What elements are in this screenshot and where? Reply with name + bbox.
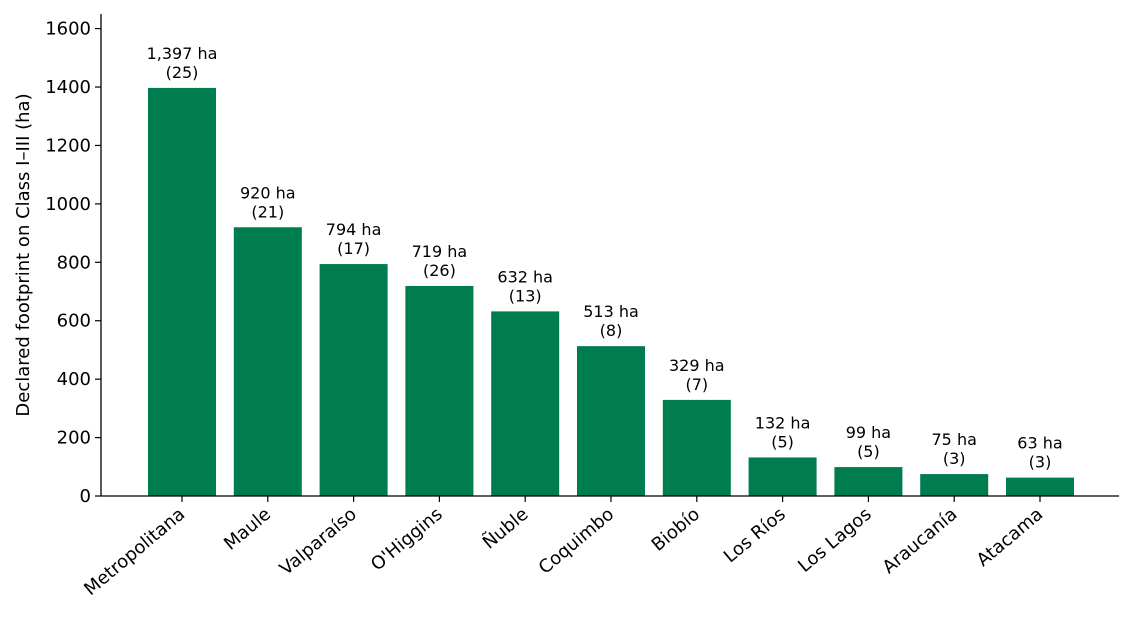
count-label-7: (5) [771,432,794,451]
value-label-4: 632 ha [497,267,553,286]
y-tick-label-3: 600 [57,311,91,332]
count-label-6: (7) [685,375,708,394]
y-tick-label-6: 1200 [45,135,91,156]
value-label-2: 794 ha [326,220,382,239]
y-tick-label-4: 800 [57,252,91,273]
count-label-0: (25) [166,63,199,82]
x-tick-label-4: Ñuble [478,503,532,554]
value-label-6: 329 ha [669,356,725,375]
bar-7 [748,457,817,496]
count-label-3: (26) [423,261,456,280]
count-label-2: (17) [337,239,370,258]
y-axis-title: Declared footprint on Class I–III (ha) [13,93,34,416]
value-label-8: 99 ha [846,423,891,442]
x-tick-label-8: Los Lagos [794,504,875,577]
x-tick-label-10: Atacama [973,504,1047,571]
bar-0 [148,87,216,496]
x-tick-label-9: Araucanía [879,504,962,578]
bar-9 [920,474,989,496]
bar-8 [834,467,903,496]
count-label-5: (8) [600,321,623,340]
x-tick-label-1: Maule [220,504,275,555]
y-tick-label-1: 200 [57,428,91,449]
value-label-3: 719 ha [412,242,468,261]
x-tick-label-2: Valparaíso [276,504,361,580]
count-label-4: (13) [509,286,542,305]
x-tick-label-6: Biobío [648,504,704,556]
x-tick-label-5: Coquimbo [535,504,619,579]
y-tick-label-2: 400 [57,369,91,390]
value-label-9: 75 ha [932,430,977,449]
bar-1 [233,227,302,496]
value-label-7: 132 ha [755,413,811,432]
x-tick-label-7: Los Ríos [720,504,790,567]
x-tick-label-3: O'Higgins [367,504,447,576]
bar-6 [662,399,731,496]
y-tick-label-7: 1400 [45,77,91,98]
count-label-1: (21) [251,202,284,221]
y-tick-label-8: 1600 [45,19,91,40]
count-label-9: (3) [943,449,966,468]
bar-5 [577,346,645,496]
count-label-10: (3) [1029,453,1052,472]
bar-3 [405,285,474,496]
value-label-0: 1,397 ha [147,44,218,63]
value-label-1: 920 ha [240,183,296,202]
bar-2 [319,264,388,496]
x-tick-label-0: Metropolitana [80,504,189,600]
value-label-5: 513 ha [583,302,639,321]
value-label-10: 63 ha [1017,434,1062,453]
bar-4 [491,311,560,496]
bar-10 [1006,477,1074,496]
y-tick-label-0: 0 [80,486,91,507]
count-label-8: (5) [857,442,880,461]
y-tick-label-5: 1000 [45,194,91,215]
